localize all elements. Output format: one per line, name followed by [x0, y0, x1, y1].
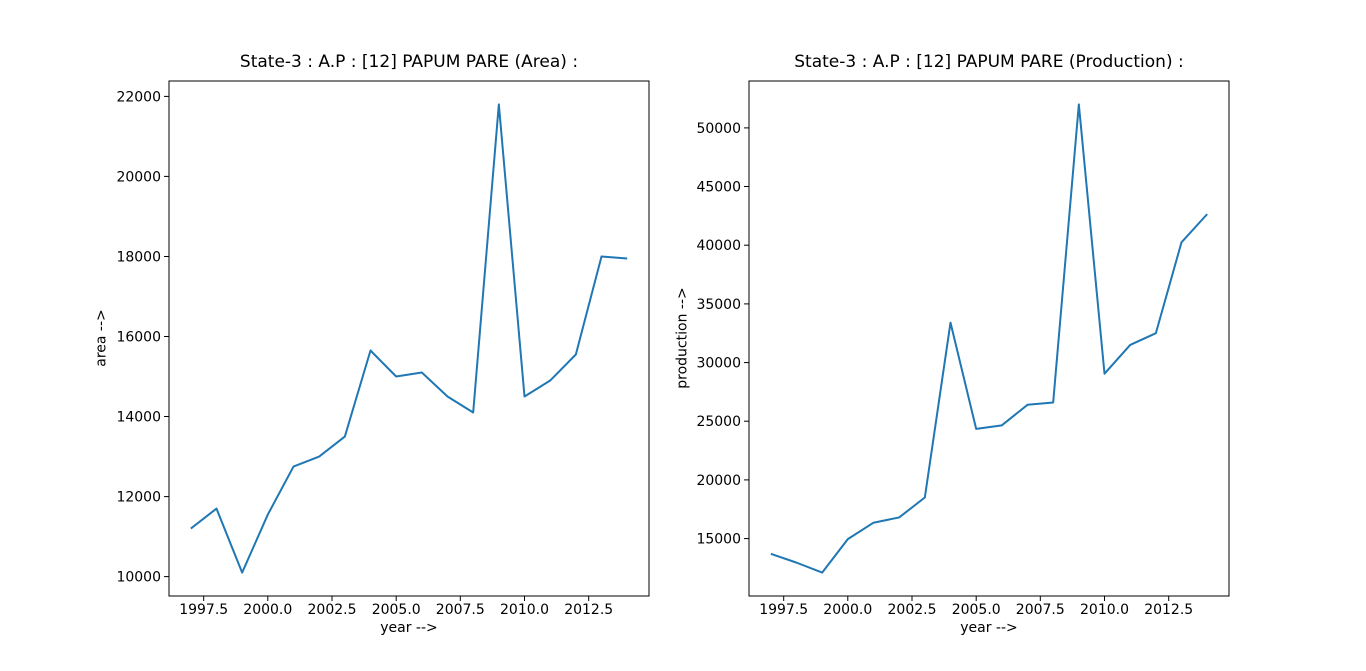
right-chart-ytick-label: 35000	[696, 297, 741, 313]
right-chart-xtick-label: 2007.5	[1016, 602, 1065, 618]
left-chart-xtick-label: 2002.5	[308, 602, 357, 618]
right-chart-ytick-label: 20000	[696, 473, 741, 489]
right-chart-ytick-label: 30000	[696, 356, 741, 372]
right-chart-xaxis-label: year -->	[960, 620, 1018, 636]
left-chart-yaxis-label: area -->	[93, 309, 110, 367]
right-chart-ytick-label: 45000	[696, 180, 741, 196]
right-chart-xtick-label: 2002.5	[888, 602, 937, 618]
left-chart-xtick-label: 2007.5	[436, 602, 485, 618]
right-chart-ytick-label: 15000	[696, 532, 741, 548]
left-chart-xtick-label: 2010.0	[500, 602, 549, 618]
left-chart-ytick-label: 22000	[116, 89, 161, 105]
left-chart-xtick-label: 2000.0	[243, 602, 292, 618]
left-chart-ytick-label: 14000	[116, 410, 161, 426]
right-chart-xtick-label: 2005.0	[952, 602, 1001, 618]
left-chart-axes: 1997.5 2000.0 2002.5 2005.0 2007.5 2010.0 2012…	[116, 80, 650, 618]
right-chart-title: State-3 : A.P : [12] PAPUM PARE (Product…	[794, 52, 1184, 72]
right-chart-ytick-label: 50000	[696, 121, 741, 137]
left-chart-title: State-3 : A.P : [12] PAPUM PARE (Area) :	[239, 52, 579, 72]
right-chart-xtick-label: 1997.5	[759, 602, 808, 618]
right-chart-ytick-label: 40000	[696, 238, 741, 254]
right-chart-frame	[748, 80, 1230, 597]
left-chart-ytick-label: 16000	[116, 330, 161, 346]
right-chart-xtick-label: 2010.0	[1080, 602, 1129, 618]
left-chart-line-area	[190, 103, 628, 574]
right-chart-yaxis-label: production -->	[674, 287, 691, 389]
right-chart-xtick-label: 2000.0	[823, 602, 872, 618]
left-chart-xtick-label: 2005.0	[372, 602, 421, 618]
left-chart-ytick-label: 10000	[116, 570, 161, 586]
left-chart-xtick-label: 1997.5	[179, 602, 228, 618]
right-chart-line-production	[770, 103, 1208, 574]
left-chart-ytick-label: 20000	[116, 169, 161, 185]
right-chart-ytick-label: 25000	[696, 414, 741, 430]
left-chart-ytick-label: 18000	[116, 250, 161, 266]
right-chart-xtick-label: 2012.5	[1144, 602, 1193, 618]
left-chart-xaxis-label: year -->	[380, 620, 438, 636]
left-chart-frame	[168, 80, 650, 597]
right-chart-axes: 1997.5 2000.0 2002.5 2005.0 2007.5 2010.0 2012…	[696, 80, 1230, 618]
left-chart-xtick-label: 2012.5	[564, 602, 613, 618]
left-chart-ytick-label: 12000	[116, 490, 161, 506]
